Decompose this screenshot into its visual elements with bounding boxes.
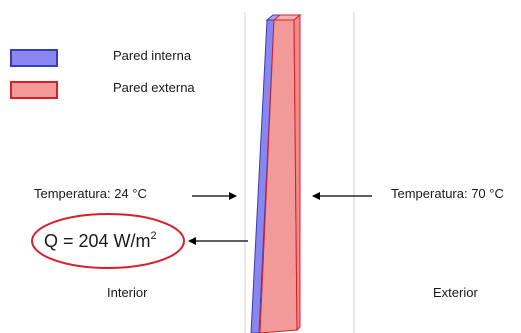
exterior-side-label: Exterior bbox=[433, 285, 478, 300]
legend-label-outer-wall: Pared externa bbox=[113, 80, 195, 95]
heat-flux-exponent: 2 bbox=[150, 230, 157, 242]
heat-flux-text: Q = 204 W/m bbox=[44, 231, 151, 251]
heat-flux-highlight-ellipse bbox=[31, 213, 185, 269]
outer-wall-slab bbox=[259, 13, 302, 333]
legend-label-inner-wall: Pared interna bbox=[113, 48, 192, 63]
legend-swatch-inner-wall bbox=[10, 49, 58, 67]
heat-flux-value: Q = 204 W/m2 bbox=[44, 230, 157, 252]
exterior-temperature-label: Temperatura: 70 °C bbox=[391, 186, 504, 201]
legend-swatch-outer-wall bbox=[10, 81, 58, 99]
interior-side-label: Interior bbox=[107, 285, 148, 300]
outer-wall-edge bbox=[293, 13, 301, 332]
interior-temperature-label: Temperatura: 24 °C bbox=[34, 186, 147, 201]
